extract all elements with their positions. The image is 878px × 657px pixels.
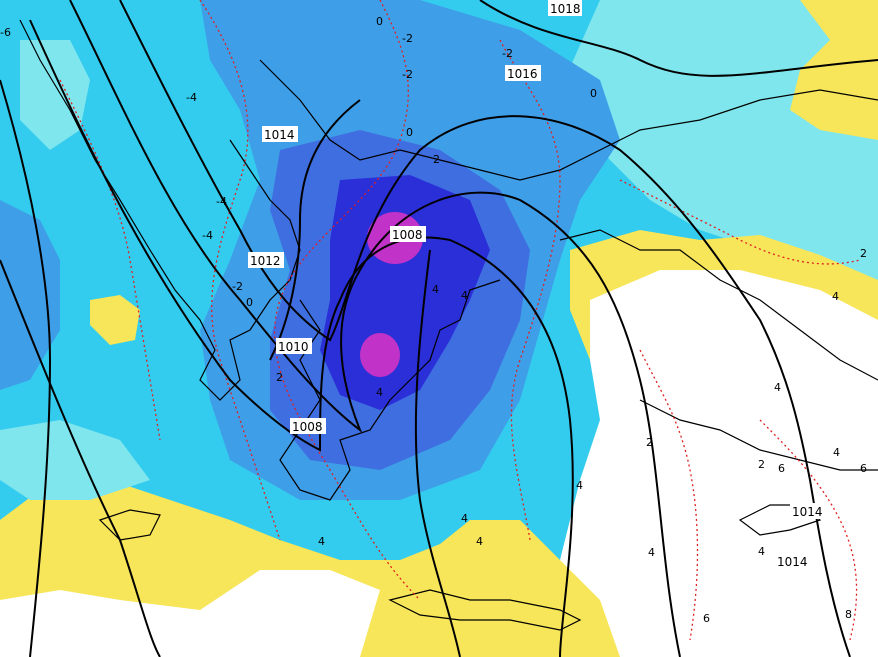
isotherm-layer (59, 0, 861, 641)
temperature-label: 6 (703, 612, 710, 625)
isobar-label-text: 1014 (792, 505, 823, 519)
isobar-label-box (248, 252, 284, 268)
isobar-label-text: 1010 (278, 340, 309, 354)
isobar-label-text: 1014 (777, 555, 808, 569)
temperature-label: 4 (576, 479, 583, 492)
temperature-label: 2 (758, 458, 765, 471)
temperature-label: 8 (845, 608, 852, 621)
temperature-label: 4 (648, 546, 655, 559)
fill-white-south (0, 570, 380, 657)
isobar-label-box (276, 338, 312, 354)
temperature-label: 2 (646, 436, 653, 449)
temperature-label: 0 (246, 296, 253, 309)
isobar-label-box (548, 0, 582, 16)
temperature-label: -2 (232, 280, 243, 293)
temperature-label: 2 (860, 247, 867, 260)
temperature-label-layer: 0 -2 -2 -2 -4 -4 -4 -2 0 0 2 0 4 4 2 4 2… (0, 15, 867, 625)
isobar-label-box (775, 553, 811, 569)
coastline-balkans (259, 59, 878, 181)
isotherm-line (619, 179, 861, 265)
temperature-label: 4 (832, 290, 839, 303)
temperature-label: -4 (202, 229, 213, 242)
isobar-label-text: 1016 (507, 67, 538, 81)
coastline-turkey-south (639, 399, 878, 471)
isobar-label-1012: 1012 (248, 252, 284, 268)
isobar-label-1008-n: 1008 (390, 226, 426, 242)
temperature-label: -2 (402, 68, 413, 81)
temperature-label: 4 (432, 283, 439, 296)
fill-yellow-south-center (420, 520, 620, 657)
isobar-label-1014-se1: 1014 (790, 503, 826, 519)
temperature-label: -2 (402, 32, 413, 45)
isobar-label-box (290, 418, 326, 434)
isobar-line (69, 0, 681, 657)
fill-yellow-west (90, 295, 140, 345)
fill-light-cyan-west (20, 40, 90, 150)
coastline-cyprus (738, 504, 822, 536)
isobar-line (269, 99, 361, 361)
fill-white-southeast (560, 270, 878, 657)
isotherm-line (274, 0, 421, 601)
coastline-turkey (559, 229, 878, 381)
isobar-label-1016: 1016 (505, 65, 541, 81)
temperature-label: 2 (276, 371, 283, 384)
temperature-label: 4 (318, 535, 325, 548)
isobar-label-text: 1018 (550, 2, 581, 16)
temperature-label: -4 (186, 91, 197, 104)
temperature-label: 6 (860, 462, 867, 475)
isobar-label-box (262, 126, 298, 142)
temperature-label: -2 (502, 47, 513, 60)
isobar-label-layer: 1018 1016 1014 1012 1010 1008 1008 1014 (248, 0, 826, 569)
isobar-label-text: 1014 (264, 128, 295, 142)
isobar-line (29, 19, 574, 657)
temperature-label: -6 (0, 26, 11, 39)
temperature-label: 2 (433, 153, 440, 166)
isobar-line (414, 249, 461, 657)
fill-magenta-core-south (360, 333, 400, 377)
isobar-label-box (790, 503, 826, 519)
isotherm-line (59, 79, 161, 441)
isobar-label-text: 1008 (392, 228, 423, 242)
coastline-sicily (98, 509, 161, 541)
temperature-label: 4 (461, 512, 468, 525)
isobar-label-box (390, 226, 426, 242)
temperature-label: 0 (590, 87, 597, 100)
temperature-label: 0 (406, 126, 413, 139)
isobar-label-1014-nw: 1014 (262, 126, 298, 142)
isotherm-line (199, 0, 281, 541)
fill-light-cyan-northeast (560, 0, 878, 300)
temperature-label: -4 (216, 195, 227, 208)
temperature-label: 0 (376, 15, 383, 28)
temperature-label: 4 (774, 381, 781, 394)
fill-light-cyan-southwest (0, 420, 150, 500)
isobar-label-1014-se2: 1014 (775, 553, 811, 569)
isotherm-line (499, 39, 561, 541)
isobar-line (0, 259, 161, 657)
isobar-line (119, 0, 851, 657)
temperature-label: 6 (778, 462, 785, 475)
isobar-line (0, 79, 52, 657)
isotherm-line (639, 349, 699, 641)
temperature-label: 4 (758, 545, 765, 558)
isobar-label-text: 1012 (250, 254, 281, 268)
temperature-label: 4 (461, 289, 468, 302)
fill-mid-blue-west (0, 200, 60, 390)
temperature-label: 4 (476, 535, 483, 548)
coastline-greece (279, 279, 501, 501)
isobar-label-1018: 1018 (548, 0, 582, 16)
isobar-label-1008-s: 1008 (290, 418, 326, 434)
isobar-line (479, 0, 878, 77)
coastline-crete (388, 589, 582, 631)
isobar-label-1010: 1010 (276, 338, 312, 354)
temperature-label: 4 (833, 446, 840, 459)
isobar-label-text: 1008 (292, 420, 323, 434)
fill-yellow-northeast (790, 0, 878, 140)
isobar-label-box (505, 65, 541, 81)
temperature-label: 4 (376, 386, 383, 399)
